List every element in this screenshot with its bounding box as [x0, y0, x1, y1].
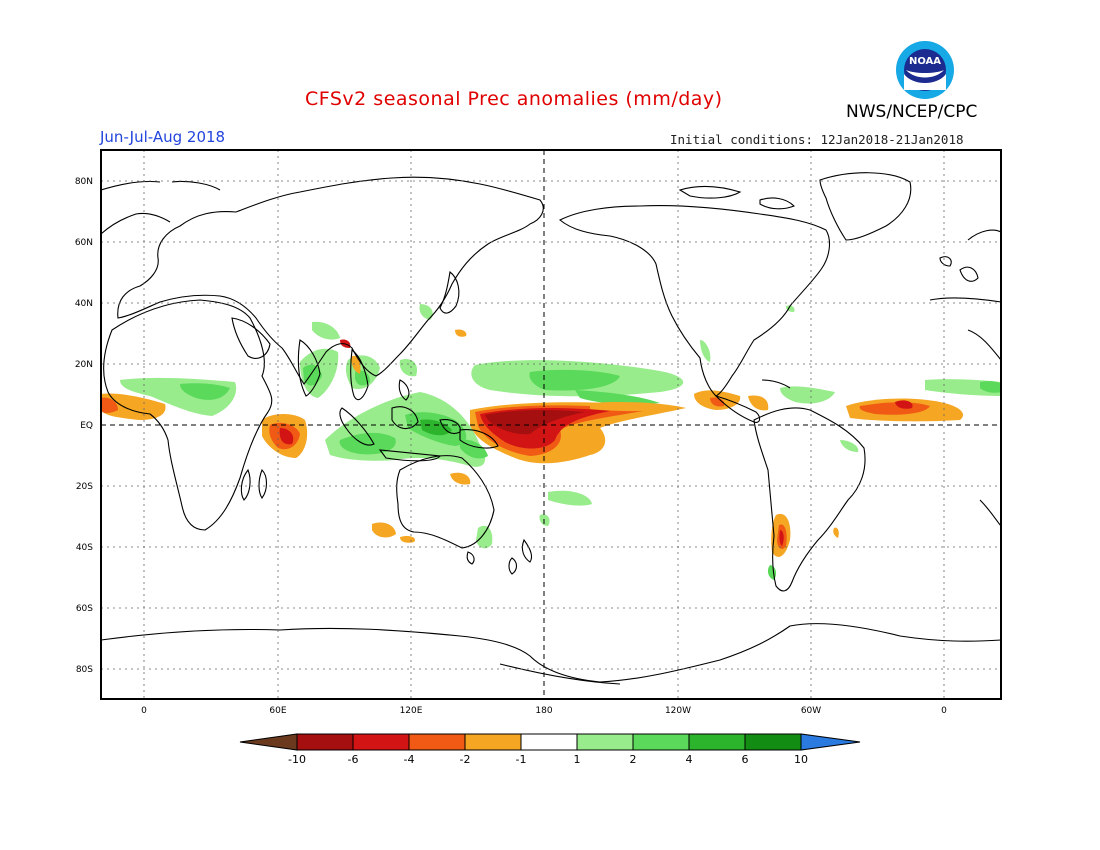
anomaly-green — [529, 369, 620, 391]
colorbar-segment — [464, 733, 522, 751]
anomaly-orange — [450, 472, 471, 485]
colorbar-end-left — [239, 733, 298, 751]
anomaly-orange — [101, 393, 166, 420]
colorbar-label: 10 — [794, 753, 808, 766]
lat-label: 20N — [75, 360, 93, 370]
anomaly-lightgreen — [419, 304, 433, 320]
anomaly-darkorange — [710, 397, 725, 407]
lat-label: 60N — [75, 238, 93, 248]
anomaly-red — [895, 400, 913, 409]
anomaly-orange — [351, 355, 361, 374]
anomaly-green — [180, 383, 230, 400]
lon-labels: 0 60E 120E 180 120W 60W 0 — [141, 706, 947, 716]
anomaly-green2 — [575, 390, 660, 405]
anomaly-orange — [455, 329, 467, 337]
colorbar-segment — [352, 733, 410, 751]
colorbar-label: -6 — [348, 753, 359, 766]
lon-label: 120E — [400, 706, 423, 716]
colorbar-label: -2 — [460, 753, 471, 766]
colorbar-end-right — [800, 733, 861, 751]
anomaly-red — [779, 530, 784, 546]
anomaly-orange — [372, 522, 396, 538]
coastlines — [101, 172, 1001, 685]
colorbar-label: -10 — [288, 753, 306, 766]
lon-label: 120W — [665, 706, 691, 716]
lat-label: 40N — [75, 299, 93, 309]
lat-label: 20S — [76, 482, 93, 492]
noaa-logo: NOAA — [896, 41, 954, 99]
lon-label: 0 — [141, 706, 147, 716]
lon-label: 180 — [535, 706, 552, 716]
colorbar-label: -4 — [404, 753, 415, 766]
colorbar-segment — [576, 733, 634, 751]
lat-labels: 80N 60N 40N 20N EQ 20S 40S 60S 80S — [75, 177, 93, 675]
colorbar-label: 2 — [630, 753, 637, 766]
anomaly-orange — [748, 395, 769, 411]
lat-label: EQ — [80, 421, 93, 431]
colorbar-segment — [408, 733, 466, 751]
chart-title: CFSv2 seasonal Prec anomalies (mm/day) — [305, 88, 723, 110]
colorbar-segments — [239, 733, 861, 751]
anomaly-lightgreen — [840, 440, 859, 452]
colorbar-label: 1 — [574, 753, 581, 766]
anomaly-lightgreen — [548, 490, 592, 506]
anomaly-lightgreen — [399, 358, 418, 377]
graticule — [101, 150, 1001, 699]
anomaly-patches — [101, 304, 1001, 580]
colorbar-segment — [688, 733, 746, 751]
anomaly-orange2 — [590, 401, 686, 412]
colorbar-label: 6 — [742, 753, 749, 766]
lon-label: 60E — [269, 706, 286, 716]
logo-text: NOAA — [909, 56, 941, 67]
anomaly-green — [980, 381, 1001, 393]
anomaly-lightgreen — [312, 321, 340, 340]
anomaly-green — [339, 432, 396, 455]
lon-label: 0 — [941, 706, 947, 716]
lat-label: 80N — [75, 177, 93, 187]
anomaly-darkgreen — [420, 419, 452, 436]
anomaly-lightgreen — [539, 514, 550, 526]
anomaly-lightgreen — [476, 525, 493, 549]
agency-label: NWS/NCEP/CPC — [846, 102, 978, 122]
colorbar-segment — [296, 733, 354, 751]
reference-lines — [101, 150, 1001, 699]
anomaly-red — [279, 428, 294, 445]
colorbar-labels: -10 -6 -4 -2 -1 1 2 4 6 10 — [288, 753, 808, 766]
lat-label: 80S — [76, 665, 93, 675]
colorbar-label: -1 — [516, 753, 527, 766]
lat-label: 40S — [76, 543, 93, 553]
anomaly-darkorange — [101, 397, 118, 413]
initial-conditions-label: Initial conditions: 12Jan2018-21Jan2018 — [670, 132, 964, 147]
colorbar-label: 4 — [686, 753, 693, 766]
lon-label: 60W — [801, 706, 821, 716]
colorbar-segment — [632, 733, 690, 751]
lat-label: 60S — [76, 604, 93, 614]
colorbar-segment — [744, 733, 802, 751]
map-frame — [100, 149, 1002, 700]
anomaly-lightgreen — [780, 386, 835, 404]
anomaly-orange — [833, 527, 839, 538]
colorbar-segment — [520, 733, 578, 751]
anomaly-darkred — [485, 410, 585, 435]
season-label: Jun-Jul-Aug 2018 — [100, 128, 226, 146]
anomaly-lightgreen — [700, 340, 711, 362]
